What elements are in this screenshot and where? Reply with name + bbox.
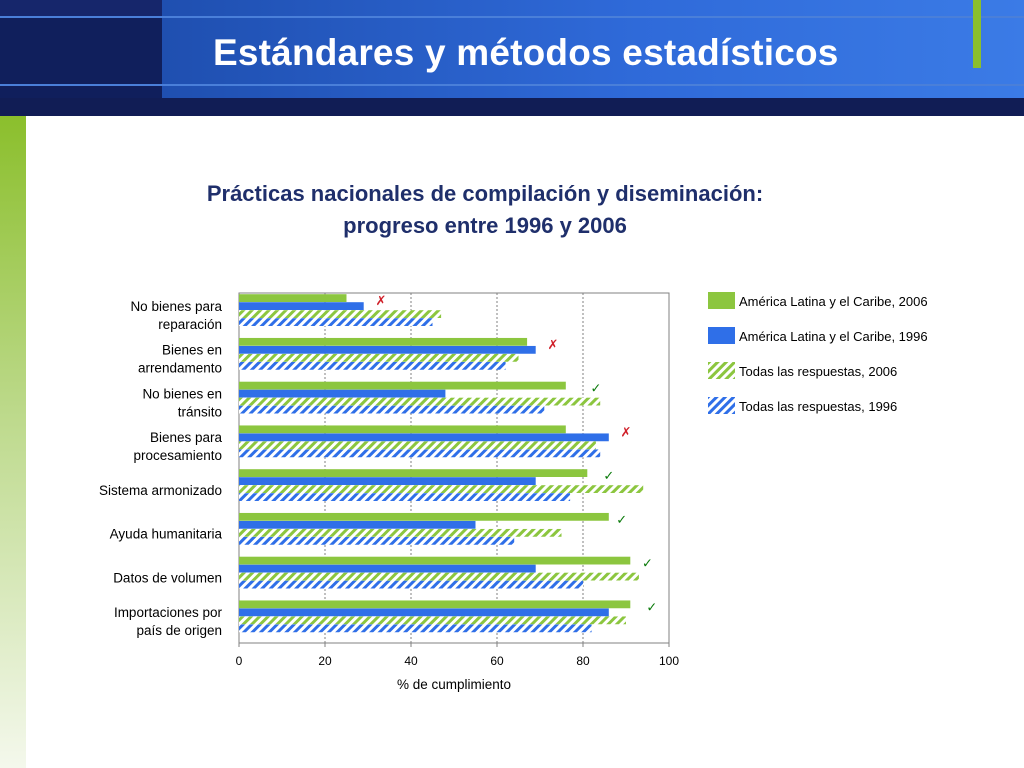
cross-icon-4: ✗ bbox=[621, 425, 632, 440]
bar-3-cat-6 bbox=[239, 528, 562, 537]
check-icon-7: ✓ bbox=[642, 557, 653, 572]
chart-title-line-2: progreso entre 1996 y 2006 bbox=[343, 213, 627, 238]
bar-4-cat-4 bbox=[239, 449, 601, 458]
category-label-1-line-2: reparación bbox=[158, 317, 222, 332]
legend-swatch-1 bbox=[708, 292, 735, 309]
bar-2-cat-8 bbox=[239, 608, 609, 617]
category-label-8-line-2: país de origen bbox=[136, 623, 222, 638]
x-tick-label-60: 60 bbox=[490, 654, 504, 668]
check-icon-6: ✓ bbox=[616, 513, 627, 528]
legend-label-3: Todas las respuestas, 2006 bbox=[739, 364, 897, 379]
category-label-2-line-1: Bienes en bbox=[162, 343, 222, 358]
bar-1-cat-5 bbox=[239, 469, 588, 477]
legend-swatch-3 bbox=[708, 362, 735, 379]
bar-1-cat-8 bbox=[239, 600, 631, 609]
x-tick-label-100: 100 bbox=[659, 654, 679, 668]
chart-title: Prácticas nacionales de compilación y di… bbox=[120, 178, 850, 242]
category-label-8-line-1: Importaciones por bbox=[114, 605, 223, 620]
bar-3-cat-7 bbox=[239, 572, 639, 581]
header-bottom-band bbox=[0, 98, 1024, 116]
bar-4-cat-2 bbox=[239, 361, 506, 370]
bar-4-cat-8 bbox=[239, 624, 592, 633]
bar-1-cat-6 bbox=[239, 512, 609, 521]
left-gradient-bar bbox=[0, 116, 26, 768]
bar-2-cat-7 bbox=[239, 564, 536, 573]
header-accent-bar bbox=[973, 0, 981, 68]
legend-label-2: América Latina y el Caribe, 1996 bbox=[739, 329, 928, 344]
bar-3-cat-8 bbox=[239, 616, 626, 625]
category-label-3-line-1: No bienes en bbox=[142, 386, 222, 401]
category-labels: No bienes para reparación Bienes en arrenda… bbox=[99, 299, 223, 638]
bar-3-cat-2 bbox=[239, 353, 519, 362]
legend-label-1: América Latina y el Caribe, 2006 bbox=[739, 294, 928, 309]
bar-2-cat-6 bbox=[239, 520, 476, 529]
bars bbox=[239, 294, 644, 633]
bar-2-cat-5 bbox=[239, 477, 536, 485]
bar-4-cat-5 bbox=[239, 493, 571, 501]
category-label-4-line-2: procesamiento bbox=[133, 448, 222, 463]
cross-icon-1: ✗ bbox=[375, 294, 386, 309]
bar-4-cat-3 bbox=[239, 405, 545, 414]
bar-3-cat-4 bbox=[239, 441, 596, 450]
category-label-5: Sistema armonizado bbox=[99, 483, 222, 498]
category-label-1-line-1: No bienes para bbox=[130, 299, 222, 314]
legend-swatch-4 bbox=[708, 397, 735, 414]
x-tick-label-0: 0 bbox=[236, 654, 243, 668]
bar-1-cat-7 bbox=[239, 556, 631, 565]
x-tick-label-80: 80 bbox=[576, 654, 590, 668]
legend-swatch-2 bbox=[708, 327, 735, 344]
x-axis-ticks: 0 20 40 60 80 100 bbox=[236, 643, 679, 668]
bar-4-cat-7 bbox=[239, 580, 583, 589]
category-label-4-line-1: Bienes para bbox=[150, 430, 223, 445]
x-axis-title: % de cumplimiento bbox=[397, 677, 511, 692]
bar-1-cat-3 bbox=[239, 381, 566, 390]
check-icon-3: ✓ bbox=[590, 382, 601, 397]
header-line-low bbox=[0, 84, 1024, 86]
header-line-top bbox=[0, 16, 1024, 18]
chart-title-line-1: Prácticas nacionales de compilación y di… bbox=[206, 181, 764, 206]
slide-title: Estándares y métodos estadísticos bbox=[213, 32, 839, 73]
check-icon-8: ✓ bbox=[646, 600, 657, 615]
bar-1-cat-4 bbox=[239, 425, 566, 434]
category-label-3-line-2: tránsito bbox=[178, 404, 222, 419]
x-tick-label-20: 20 bbox=[318, 654, 332, 668]
bar-2-cat-4 bbox=[239, 433, 609, 442]
bar-3-cat-1 bbox=[239, 310, 442, 318]
bar-4-cat-6 bbox=[239, 536, 515, 545]
x-tick-label-40: 40 bbox=[404, 654, 418, 668]
check-icon-5: ✓ bbox=[603, 469, 614, 484]
bar-2-cat-2 bbox=[239, 345, 536, 354]
legend: América Latina y el Caribe, 2006 América … bbox=[708, 292, 928, 414]
bar-2-cat-3 bbox=[239, 389, 446, 398]
category-label-2-line-2: arrendamento bbox=[138, 361, 222, 376]
category-label-6: Ayuda humanitaria bbox=[110, 527, 223, 542]
bar-2-cat-1 bbox=[239, 302, 364, 310]
bar-4-cat-1 bbox=[239, 318, 433, 326]
cross-icon-2: ✗ bbox=[547, 338, 558, 353]
legend-label-4: Todas las respuestas, 1996 bbox=[739, 399, 897, 414]
status-marks: ✗ ✗ ✓ ✗ ✓ ✓ ✓ ✓ bbox=[375, 294, 657, 615]
bar-1-cat-2 bbox=[239, 337, 528, 346]
bar-3-cat-5 bbox=[239, 485, 644, 493]
bar-1-cat-1 bbox=[239, 294, 347, 302]
category-label-7: Datos de volumen bbox=[113, 570, 222, 585]
slide-header: Estándares y métodos estadísticos bbox=[0, 0, 1024, 116]
bar-3-cat-3 bbox=[239, 397, 601, 406]
